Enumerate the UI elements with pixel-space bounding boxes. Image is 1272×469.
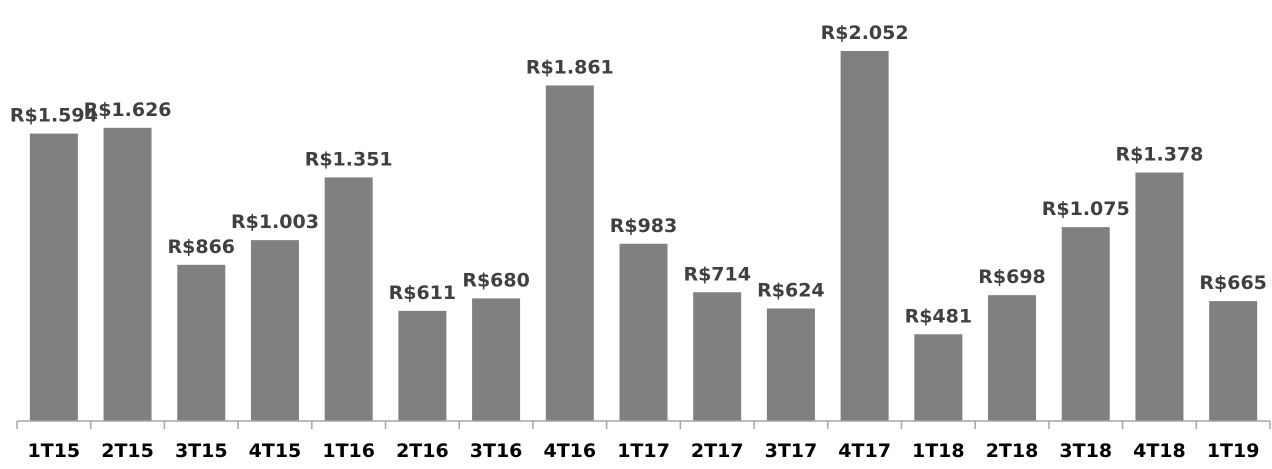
x-tick-label-3T16: 3T16 [470, 440, 523, 462]
x-tick-label-4T18: 4T18 [1133, 440, 1186, 462]
data-labels: R$1.594R$1.626R$866R$1.003R$1.351R$611R$… [10, 22, 1267, 327]
x-tick-label-1T17: 1T17 [617, 440, 670, 462]
bar-4T16 [545, 85, 594, 421]
data-label-3T15: R$866 [168, 236, 236, 258]
bar-3T18 [1061, 227, 1110, 421]
bar-2T16 [398, 310, 447, 421]
bar-3T15 [177, 264, 226, 421]
bar-4T18 [1135, 172, 1184, 421]
bar-3T16 [472, 298, 521, 421]
data-label-4T15: R$1.003 [231, 211, 319, 233]
x-axis-tick-labels: 1T15 2T15 3T15 4T15 1T16 2T16 3T16 4T16 1T17 2T17… [28, 440, 1260, 462]
data-label-4T16: R$1.861 [526, 56, 614, 78]
bar-1T19 [1209, 301, 1258, 421]
data-label-3T17: R$624 [757, 279, 825, 301]
x-tick-label-3T15: 3T15 [175, 440, 228, 462]
data-label-4T17: R$2.052 [821, 22, 909, 44]
x-tick-label-2T17: 2T17 [691, 440, 744, 462]
x-tick-label-1T18: 1T18 [912, 440, 965, 462]
data-label-1T16: R$1.351 [305, 148, 393, 170]
data-label-4T18: R$1.378 [1115, 144, 1203, 166]
x-tick-label-3T17: 3T17 [765, 440, 818, 462]
bar-1T16 [324, 177, 373, 421]
data-label-2T18: R$698 [978, 266, 1046, 288]
x-tick-label-4T16: 4T16 [543, 440, 596, 462]
bar-2T17 [693, 292, 742, 421]
x-tick-label-2T16: 2T16 [396, 440, 449, 462]
bar-3T17 [766, 308, 815, 421]
bar-4T15 [250, 240, 299, 421]
bar-series [29, 51, 1258, 422]
x-tick-label-1T16: 1T16 [322, 440, 375, 462]
bar-1T18 [914, 334, 963, 421]
data-label-1T15: R$1.594 [10, 105, 98, 127]
data-label-2T15: R$1.626 [84, 99, 172, 121]
x-tick-label-2T15: 2T15 [101, 440, 154, 462]
data-label-2T16: R$611 [389, 282, 457, 304]
bar-2T18 [988, 295, 1037, 421]
x-tick-label-4T15: 4T15 [249, 440, 302, 462]
x-axis-ticks [16, 421, 1271, 429]
data-label-1T17: R$983 [610, 215, 678, 237]
bar-1T15 [29, 133, 78, 422]
bar-2T15 [103, 127, 152, 421]
x-tick-label-4T17: 4T17 [838, 440, 891, 462]
data-label-3T18: R$1.075 [1042, 198, 1130, 220]
bar-1T17 [619, 243, 668, 421]
x-tick-label-3T18: 3T18 [1059, 440, 1112, 462]
bar-4T17 [840, 51, 889, 421]
data-label-1T19: R$665 [1199, 272, 1267, 294]
x-tick-label-1T19: 1T19 [1207, 440, 1260, 462]
data-label-2T17: R$714 [683, 263, 751, 285]
data-label-3T16: R$680 [462, 269, 530, 291]
data-label-1T18: R$481 [905, 305, 973, 327]
x-tick-label-2T18: 2T18 [986, 440, 1039, 462]
x-tick-label-1T15: 1T15 [28, 440, 81, 462]
